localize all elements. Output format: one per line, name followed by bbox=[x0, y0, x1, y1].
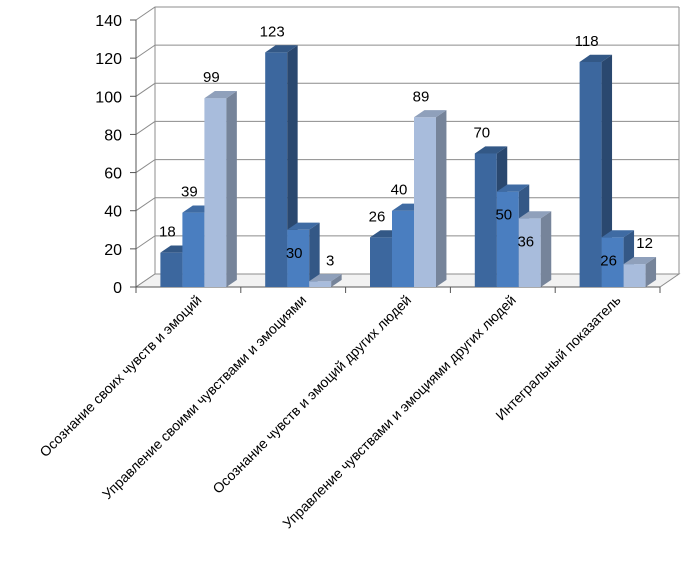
bar-side bbox=[601, 54, 613, 287]
bar-front bbox=[182, 212, 205, 287]
labels: 0 20 40 60 80 100 120 140 Осознание своих чувств… bbox=[36, 13, 653, 531]
y-tick-label: 80 bbox=[104, 127, 122, 144]
bars bbox=[160, 45, 657, 288]
bar-side bbox=[226, 91, 237, 288]
bar-front bbox=[414, 117, 436, 287]
category-label: Осознание своих чувств и эмоций bbox=[36, 292, 204, 460]
bar-front bbox=[287, 229, 310, 287]
data-label: 30 bbox=[286, 245, 303, 262]
bar bbox=[579, 54, 613, 288]
bar-front bbox=[496, 191, 519, 287]
bar-front bbox=[623, 264, 646, 287]
y-tick-label: 60 bbox=[104, 166, 122, 183]
bar-front bbox=[370, 237, 392, 287]
data-label: 39 bbox=[181, 184, 198, 201]
data-label: 70 bbox=[473, 125, 490, 142]
bar-side bbox=[309, 222, 320, 287]
bar-top bbox=[496, 184, 530, 192]
bar-top bbox=[601, 230, 635, 238]
data-label: 89 bbox=[413, 88, 430, 105]
bar-top bbox=[474, 146, 508, 154]
data-label: 26 bbox=[600, 252, 617, 269]
bar-front bbox=[392, 210, 414, 287]
bar-front bbox=[474, 153, 497, 287]
category-label: Управление чувствами и эмоциями других л… bbox=[279, 292, 519, 532]
bar bbox=[518, 211, 552, 287]
bar-front bbox=[309, 281, 332, 287]
y-tick-label: 120 bbox=[95, 51, 122, 68]
bar-top bbox=[414, 110, 447, 118]
data-label: 123 bbox=[260, 23, 285, 40]
bar-front bbox=[204, 98, 227, 287]
bar-top bbox=[287, 222, 320, 230]
data-label: 3 bbox=[326, 252, 334, 269]
category-label: Управление своими чувствами и эмоциями bbox=[99, 292, 309, 502]
category-label: Осознание чувств и эмоций других людей bbox=[209, 292, 414, 497]
bar bbox=[287, 222, 320, 287]
data-label: 18 bbox=[159, 224, 176, 241]
bar bbox=[414, 110, 447, 287]
data-label: 36 bbox=[517, 233, 534, 250]
bar-side bbox=[645, 256, 657, 287]
bar-top bbox=[309, 274, 342, 282]
bar bbox=[623, 256, 657, 287]
bar-top bbox=[204, 91, 237, 99]
data-label: 40 bbox=[391, 182, 408, 199]
gridline-140 bbox=[135, 6, 679, 21]
bar-front bbox=[160, 252, 183, 287]
y-tick-label: 140 bbox=[95, 13, 122, 30]
bar-side bbox=[540, 211, 552, 287]
data-label: 118 bbox=[575, 33, 599, 50]
bar-front bbox=[518, 218, 541, 287]
bar-top bbox=[265, 45, 298, 53]
bar-front bbox=[601, 237, 624, 287]
y-tick-label: 0 bbox=[113, 280, 122, 297]
y-tick-label: 20 bbox=[104, 242, 122, 259]
bar-side bbox=[436, 110, 447, 287]
bar bbox=[309, 274, 342, 287]
bar-side bbox=[331, 274, 342, 287]
bar-top bbox=[518, 211, 552, 219]
category-label: Интегральный показатель bbox=[492, 292, 623, 423]
bar-front bbox=[579, 61, 602, 288]
y-tick-label: 40 bbox=[104, 204, 122, 221]
bar-top bbox=[579, 54, 613, 62]
bar-top bbox=[623, 256, 657, 265]
bar bbox=[204, 91, 237, 288]
y-tick-label: 100 bbox=[95, 89, 122, 106]
data-label: 12 bbox=[636, 235, 653, 252]
data-label: 26 bbox=[369, 208, 386, 225]
data-label: 50 bbox=[495, 207, 512, 224]
bar-front bbox=[265, 52, 288, 287]
data-label: 99 bbox=[203, 69, 220, 86]
